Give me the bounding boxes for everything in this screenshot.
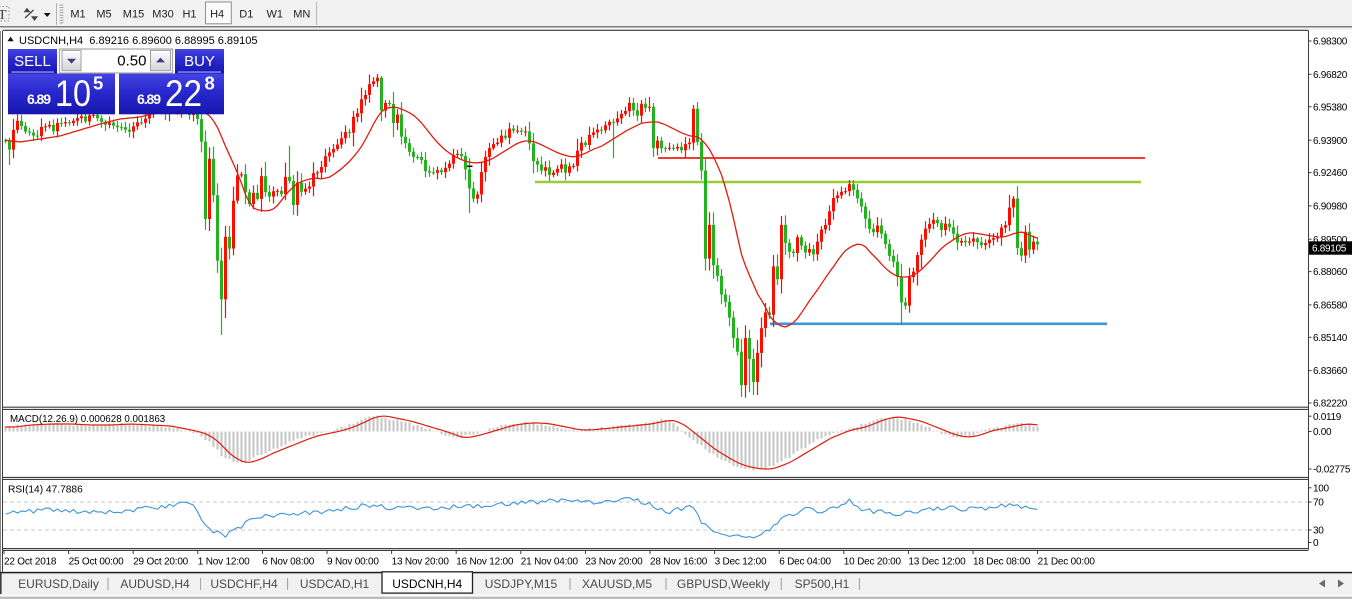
svg-text:USDCNH,H4: USDCNH,H4 <box>392 577 462 591</box>
svg-text:6.93900: 6.93900 <box>1313 136 1348 147</box>
svg-text:13 Nov 20:00: 13 Nov 20:00 <box>392 557 450 568</box>
svg-text:6.88060: 6.88060 <box>1313 267 1348 278</box>
svg-text:H1: H1 <box>182 9 196 21</box>
svg-text:0.0119: 0.0119 <box>1313 412 1342 423</box>
svg-text:SP500,H1: SP500,H1 <box>795 577 850 591</box>
svg-text:USDJPY,M15: USDJPY,M15 <box>485 577 558 591</box>
svg-text:22: 22 <box>165 73 202 114</box>
svg-text:6 Dec 04:00: 6 Dec 04:00 <box>779 557 831 568</box>
svg-text:GBPUSD,Weekly: GBPUSD,Weekly <box>677 577 770 591</box>
svg-text:1 Nov 12:00: 1 Nov 12:00 <box>198 557 250 568</box>
svg-text:6.90980: 6.90980 <box>1313 202 1348 213</box>
svg-text:D1: D1 <box>239 9 253 21</box>
svg-text:21 Nov 04:00: 21 Nov 04:00 <box>521 557 579 568</box>
svg-text:EURUSD,Daily: EURUSD,Daily <box>18 577 99 591</box>
svg-text:-0.02775: -0.02775 <box>1313 465 1351 476</box>
svg-text:6 Nov 08:00: 6 Nov 08:00 <box>262 557 314 568</box>
svg-text:6.89105: 6.89105 <box>1312 243 1347 254</box>
svg-text:16 Nov 12:00: 16 Nov 12:00 <box>456 557 514 568</box>
svg-text:10 Dec 20:00: 10 Dec 20:00 <box>844 557 902 568</box>
svg-text:6.89: 6.89 <box>137 91 161 107</box>
svg-text:6.83660: 6.83660 <box>1313 366 1348 377</box>
svg-text:0: 0 <box>1313 538 1319 549</box>
svg-text:M30: M30 <box>152 9 173 21</box>
svg-text:0.50: 0.50 <box>117 53 146 70</box>
svg-text:23 Nov 20:00: 23 Nov 20:00 <box>585 557 643 568</box>
svg-text:9 Nov 00:00: 9 Nov 00:00 <box>327 557 379 568</box>
svg-text:6.89: 6.89 <box>27 91 51 107</box>
svg-text:MN: MN <box>293 9 310 21</box>
svg-text:28 Nov 16:00: 28 Nov 16:00 <box>650 557 708 568</box>
svg-text:6.98300: 6.98300 <box>1313 37 1348 48</box>
svg-text:21 Dec 00:00: 21 Dec 00:00 <box>1038 557 1096 568</box>
svg-text:SELL: SELL <box>14 53 51 70</box>
svg-text:H4: H4 <box>210 9 224 21</box>
svg-text:30: 30 <box>1313 526 1324 537</box>
svg-text:5: 5 <box>93 73 103 94</box>
svg-text:6.82220: 6.82220 <box>1313 399 1348 410</box>
svg-text:RSI(14) 47.7886: RSI(14) 47.7886 <box>8 485 83 496</box>
svg-text:100: 100 <box>1313 483 1330 494</box>
svg-text:18 Dec 08:00: 18 Dec 08:00 <box>973 557 1031 568</box>
svg-text:29 Oct 20:00: 29 Oct 20:00 <box>133 557 188 568</box>
svg-text:6.85140: 6.85140 <box>1313 333 1348 344</box>
svg-text:0.00: 0.00 <box>1313 427 1332 438</box>
svg-text:USDCNH,H4 6.89216 6.89600 6.8: USDCNH,H4 6.89216 6.89600 6.88995 6.8910… <box>19 35 258 47</box>
svg-text:6.86580: 6.86580 <box>1313 301 1348 312</box>
svg-text:M1: M1 <box>70 9 85 21</box>
svg-text:3 Dec 12:00: 3 Dec 12:00 <box>715 557 767 568</box>
svg-text:T: T <box>0 8 7 23</box>
svg-text:10: 10 <box>55 73 91 114</box>
svg-text:BUY: BUY <box>184 53 215 70</box>
svg-text:USDCHF,H4: USDCHF,H4 <box>210 577 278 591</box>
svg-text:M5: M5 <box>96 9 111 21</box>
svg-text:6.89500: 6.89500 <box>1313 235 1348 246</box>
svg-text:USDCAD,H1: USDCAD,H1 <box>300 577 370 591</box>
svg-text:6.96820: 6.96820 <box>1313 70 1348 81</box>
svg-text:8: 8 <box>205 73 215 94</box>
svg-text:13 Dec 12:00: 13 Dec 12:00 <box>908 557 966 568</box>
svg-text:XAUUSD,M5: XAUUSD,M5 <box>582 577 652 591</box>
svg-text:MACD(12.26.9) 0.000628 0.00186: MACD(12.26.9) 0.000628 0.001863 <box>10 414 166 425</box>
svg-text:70: 70 <box>1313 498 1324 509</box>
svg-text:AUDUSD,H4: AUDUSD,H4 <box>120 577 190 591</box>
svg-text:W1: W1 <box>266 9 283 21</box>
svg-text:25 Oct 00:00: 25 Oct 00:00 <box>69 557 124 568</box>
svg-text:6.95380: 6.95380 <box>1313 102 1348 113</box>
svg-text:M15: M15 <box>123 9 144 21</box>
svg-text:22 Oct 2018: 22 Oct 2018 <box>4 557 57 568</box>
svg-text:6.92460: 6.92460 <box>1313 168 1348 179</box>
